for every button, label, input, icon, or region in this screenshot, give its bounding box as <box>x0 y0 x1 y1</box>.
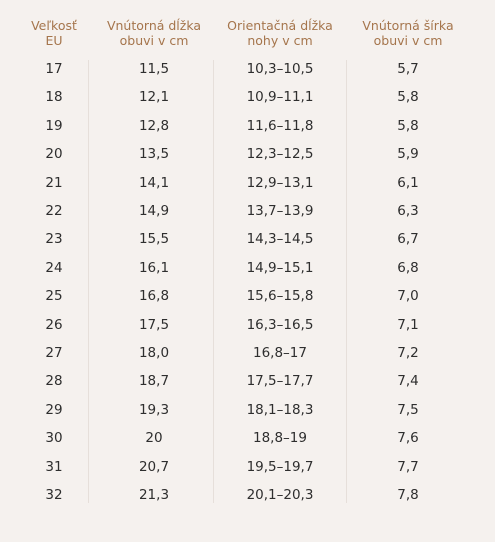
cell-inner-length: 11,5 <box>138 61 170 77</box>
table-row: 26 17,5 16,3–16,5 7,1 <box>0 311 495 339</box>
column-divider <box>346 60 347 503</box>
cell-size: 19 <box>45 117 63 134</box>
cell-inner-length: 16,1 <box>138 259 170 276</box>
column-divider <box>213 60 214 503</box>
header-inner-length-line1: Vnútorná dĺžka <box>106 18 202 33</box>
cell-size: 28 <box>45 373 63 390</box>
cell-foot-length: 11,6–11,8 <box>246 117 314 134</box>
cell-inner-length: 17,5 <box>138 316 170 333</box>
cell-size: 26 <box>45 316 63 333</box>
cell-foot-length: 16,8–17 <box>253 345 307 361</box>
table-row: 31 20,7 19,5–19,7 7,7 <box>0 453 495 481</box>
cell-inner-width: 7,8 <box>397 487 419 503</box>
cell-inner-width: 5,8 <box>397 117 419 134</box>
cell-size: 31 <box>45 458 63 475</box>
cell-inner-length: 18,7 <box>138 373 170 390</box>
cell-inner-width: 6,7 <box>397 231 419 248</box>
cell-inner-length: 16,8 <box>138 288 170 305</box>
table-row: 17 11,5 10,3–10,5 5,7 <box>0 55 495 83</box>
cell-inner-length: 18,0 <box>138 345 170 361</box>
cell-inner-width: 5,8 <box>397 89 419 106</box>
table-row: 27 18,0 16,8–17 7,2 <box>0 339 495 367</box>
cell-inner-length: 14,1 <box>138 174 170 191</box>
header-inner-length: Vnútorná dĺžka obuvi v cm <box>95 18 213 48</box>
cell-size: 22 <box>45 203 63 219</box>
cell-inner-length: 14,9 <box>138 203 170 219</box>
header-foot-length-line1: Orientačná dĺžka <box>227 18 333 33</box>
cell-inner-width: 6,3 <box>397 203 419 219</box>
cell-inner-width: 7,0 <box>397 288 419 305</box>
header-inner-width-line1: Vnútorná šírka <box>362 18 454 33</box>
header-inner-width-line2: obuvi v cm <box>373 33 443 48</box>
cell-foot-length: 15,6–15,8 <box>246 288 314 305</box>
cell-foot-length: 10,3–10,5 <box>246 61 314 77</box>
cell-inner-width: 6,1 <box>397 174 419 191</box>
cell-inner-width: 7,1 <box>397 316 419 333</box>
header-size-eu-line2: EU <box>45 33 63 48</box>
cell-size: 30 <box>45 430 63 447</box>
cell-foot-length: 17,5–17,7 <box>246 373 314 390</box>
cell-size: 23 <box>45 231 63 248</box>
header-size-eu-line1: Veľkosť <box>31 18 77 33</box>
column-divider <box>88 60 89 503</box>
cell-foot-length: 14,3–14,5 <box>246 231 314 248</box>
cell-foot-length: 12,3–12,5 <box>246 146 314 163</box>
cell-inner-length: 19,3 <box>138 401 170 418</box>
cell-size: 18 <box>45 89 63 106</box>
header-inner-width: Vnútorná šírka obuvi v cm <box>348 18 468 48</box>
cell-foot-length: 18,1–18,3 <box>246 401 314 418</box>
table-row: 28 18,7 17,5–17,7 7,4 <box>0 367 495 395</box>
cell-inner-length: 20 <box>145 430 163 447</box>
table-row: 23 15,5 14,3–14,5 6,7 <box>0 225 495 253</box>
cell-size: 27 <box>45 345 63 361</box>
table-row: 19 12,8 11,6–11,8 5,8 <box>0 112 495 140</box>
cell-inner-length: 13,5 <box>138 146 170 163</box>
cell-inner-width: 7,5 <box>397 401 419 418</box>
table-row: 32 21,3 20,1–20,3 7,8 <box>0 481 495 509</box>
table-row: 25 16,8 15,6–15,8 7,0 <box>0 282 495 310</box>
header-foot-length-line2: nohy v cm <box>247 33 313 48</box>
cell-foot-length: 12,9–13,1 <box>246 174 314 191</box>
cell-inner-width: 7,7 <box>397 458 419 475</box>
cell-size: 17 <box>45 61 63 77</box>
cell-inner-width: 7,2 <box>397 345 419 361</box>
cell-size: 32 <box>45 487 63 503</box>
cell-inner-length: 21,3 <box>138 487 170 503</box>
table-row: 21 14,1 12,9–13,1 6,1 <box>0 169 495 197</box>
cell-inner-width: 7,4 <box>397 373 419 390</box>
table-row: 24 16,1 14,9–15,1 6,8 <box>0 254 495 282</box>
cell-inner-length: 20,7 <box>138 458 170 475</box>
table-row: 30 20 18,8–19 7,6 <box>0 424 495 452</box>
cell-foot-length: 20,1–20,3 <box>246 487 314 503</box>
header-inner-length-line2: obuvi v cm <box>119 33 189 48</box>
cell-inner-width: 5,7 <box>397 61 419 77</box>
cell-foot-length: 18,8–19 <box>253 430 307 447</box>
cell-inner-length: 12,1 <box>138 89 170 106</box>
cell-size: 25 <box>45 288 63 305</box>
cell-inner-width: 5,9 <box>397 146 419 163</box>
cell-foot-length: 14,9–15,1 <box>246 259 314 276</box>
cell-foot-length: 13,7–13,9 <box>246 203 314 219</box>
table-row: 18 12,1 10,9–11,1 5,8 <box>0 83 495 111</box>
cell-size: 21 <box>45 174 63 191</box>
cell-inner-length: 12,8 <box>138 117 170 134</box>
table-row: 20 13,5 12,3–12,5 5,9 <box>0 140 495 168</box>
cell-inner-width: 7,6 <box>397 430 419 447</box>
cell-size: 20 <box>45 146 63 163</box>
cell-foot-length: 19,5–19,7 <box>246 458 314 475</box>
table-row: 22 14,9 13,7–13,9 6,3 <box>0 197 495 225</box>
header-size-eu: Veľkosť EU <box>14 18 94 48</box>
table-row: 29 19,3 18,1–18,3 7,5 <box>0 396 495 424</box>
cell-inner-width: 6,8 <box>397 259 419 276</box>
cell-foot-length: 16,3–16,5 <box>246 316 314 333</box>
cell-size: 29 <box>45 401 63 418</box>
header-foot-length: Orientačná dĺžka nohy v cm <box>215 18 345 48</box>
cell-foot-length: 10,9–11,1 <box>246 89 314 106</box>
cell-size: 24 <box>45 259 63 276</box>
cell-inner-length: 15,5 <box>138 231 170 248</box>
